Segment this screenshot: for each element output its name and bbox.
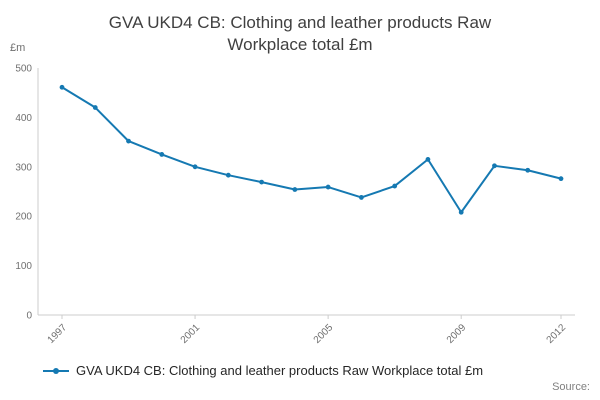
y-axis-unit-label: £m [10,42,26,54]
svg-text:500: 500 [15,64,32,75]
svg-text:200: 200 [15,212,32,223]
source-label: Source: [552,381,590,393]
svg-text:2012: 2012 [545,322,569,346]
series-line-marker-icon [43,367,69,374]
svg-text:100: 100 [15,261,32,272]
svg-text:2001: 2001 [179,322,203,346]
legend-item[interactable]: GVA UKD4 CB: Clothing and leather produc… [42,363,483,378]
svg-text:2009: 2009 [445,322,469,346]
svg-text:0: 0 [26,311,32,322]
svg-text:300: 300 [15,162,32,173]
svg-text:2005: 2005 [312,322,336,346]
svg-text:400: 400 [15,113,32,124]
chart-title: GVA UKD4 CB: Clothing and leather produc… [108,13,492,55]
legend-label: GVA UKD4 CB: Clothing and leather produc… [76,363,484,378]
svg-text:1997: 1997 [46,322,70,346]
line-chart: 0 100 200 300 400 500 1997 2001 2005 2009 2012 [15,64,575,346]
